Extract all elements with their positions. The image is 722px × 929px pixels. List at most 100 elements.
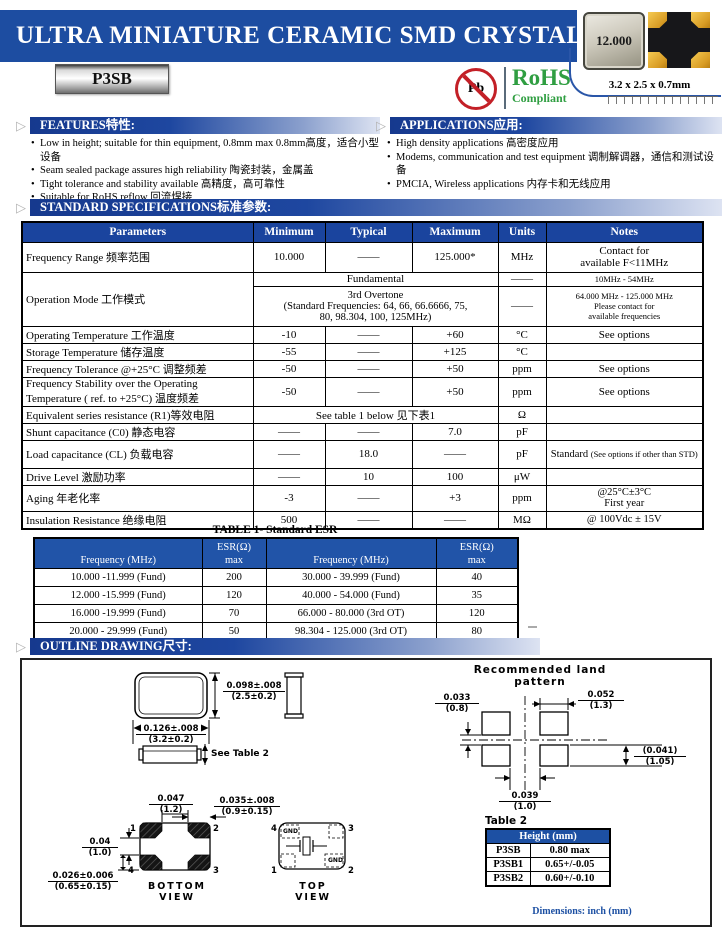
pb-free-icon: Pb xyxy=(455,68,497,110)
land-pattern-drawing xyxy=(460,696,662,790)
spec-max: 125.000* xyxy=(411,241,499,273)
spec-max: 7.0 xyxy=(411,422,499,441)
col-header: ESR(Ω) max xyxy=(435,537,519,569)
pin-number: 1 xyxy=(271,866,277,876)
crystal-top-photo: 12.000 xyxy=(583,12,645,70)
spec-min: -10 xyxy=(252,325,326,344)
notes-small: (See options if other than STD) xyxy=(590,448,698,459)
esr-cell: 200 xyxy=(201,567,267,587)
col-header: Frequency (MHz) xyxy=(33,537,203,569)
table-row: Equivalent series resistance (R1)等效电阻 Se… xyxy=(21,405,704,424)
table-header-row: Frequency (MHz) ESR(Ω) max Frequency (MH… xyxy=(33,537,519,569)
height-cell: 0.80 max xyxy=(529,843,611,858)
spec-units: —— xyxy=(497,271,547,287)
crystal-pad xyxy=(648,52,667,68)
height-cell: P3SB xyxy=(485,843,531,858)
spec-min: —— xyxy=(252,422,326,441)
notes-main: Standard xyxy=(550,448,591,460)
crystal-pad xyxy=(648,12,667,28)
table-row: Load capacitance (CL) 负载电容 —— 18.0 —— pF… xyxy=(21,439,704,469)
spec-units: pF xyxy=(497,439,547,469)
spec-param: Aging 年老化率 xyxy=(21,484,254,512)
spec-units: °C xyxy=(497,325,547,344)
table-row: Insulation Resistance 绝缘电阻 500 —— —— MΩ … xyxy=(21,510,704,529)
spec-notes xyxy=(545,342,704,361)
spec-units: ppm xyxy=(497,359,547,378)
esr-cell: 35 xyxy=(435,585,519,605)
col-header: Notes xyxy=(545,221,704,243)
spec-units: MHz xyxy=(497,241,547,273)
col-header: Typical xyxy=(324,221,413,243)
col-header: Maximum xyxy=(411,221,499,243)
spec-min: -50 xyxy=(252,376,326,407)
pin-number: 4 xyxy=(271,824,277,834)
spec-max: +50 xyxy=(411,359,499,378)
spec-max: +60 xyxy=(411,325,499,344)
pin-number: 3 xyxy=(213,866,219,876)
spec-min: 10.000 xyxy=(252,241,326,273)
gnd-label: GND xyxy=(328,857,343,864)
spec-max: +3 xyxy=(411,484,499,512)
height-cell: P3SB1 xyxy=(485,857,531,872)
height-table: Height (mm) P3SB 0.80 max P3SB1 0.65+/-0… xyxy=(485,828,611,887)
features-header: FEATURES特性: xyxy=(30,117,380,134)
esr-cell: 40.000 - 54.000 (Fund) xyxy=(265,585,437,605)
top-view-label: TOP VIEW xyxy=(295,881,331,903)
package-front-view-drawing xyxy=(138,744,208,765)
rohs-compliant-label: Compliant xyxy=(512,91,567,105)
dim-lp-pad-height: 0.033 (0.8) xyxy=(435,693,479,714)
package-side-view-drawing xyxy=(284,672,304,719)
spec-param: Operation Mode 工作模式 xyxy=(21,271,254,327)
title-bar: ULTRA MINIATURE CERAMIC SMD CRYSTAL xyxy=(0,10,583,62)
ruler-ticks xyxy=(608,96,718,104)
rohs-logo: Pb RoHS Compliant xyxy=(453,66,578,112)
col-header: Height (mm) xyxy=(485,828,611,844)
spec-typ: —— xyxy=(324,325,413,344)
dim-bv-gap: 0.04 (1.0) xyxy=(82,837,118,858)
package-size-label: 3.2 x 2.5 x 0.7mm xyxy=(608,79,691,91)
spec-max: —— xyxy=(411,439,499,469)
features-list: Low in height; suitable for thin equipme… xyxy=(30,137,382,205)
dim-lp-pad-width: 0.052 (1.3) xyxy=(578,690,624,711)
spec-param: Operating Temperature 工作温度 xyxy=(21,325,254,344)
application-item: High density applications 高密度应用 xyxy=(386,137,722,151)
dimensions-note: Dimensions: inch (mm) xyxy=(532,906,632,917)
specifications-header: STANDARD SPECIFICATIONS标准参数: xyxy=(30,199,722,216)
triangle-bullet-icon: ▷ xyxy=(376,118,386,133)
table-row: Operation Mode 工作模式 Fundamental —— 10MHz… xyxy=(21,271,704,327)
page-title: ULTRA MINIATURE CERAMIC SMD CRYSTAL xyxy=(16,22,584,49)
table-row: Storage Temperature 储存温度 -55 —— +125 °C xyxy=(21,342,704,361)
pin-number: 2 xyxy=(213,824,219,834)
rohs-word: RoHS xyxy=(512,65,571,90)
spec-max: —— xyxy=(411,510,499,529)
spec-units: pF xyxy=(497,422,547,441)
dim-bv-pad-height: 0.026±0.006 (0.65±0.15) xyxy=(48,871,118,892)
spec-units: ppm xyxy=(497,376,547,407)
col-header: Parameters xyxy=(21,221,254,243)
spec-param: Drive Level 激励功率 xyxy=(21,467,254,486)
bottom-view-label: BOTTOM VIEW xyxy=(147,881,207,903)
esr-cell: 10.000 -11.999 (Fund) xyxy=(33,567,203,587)
table2-title: Table 2 xyxy=(485,815,528,827)
feature-item: Suitable for RoHS reflow 回流焊接 xyxy=(30,191,382,205)
table1-title: TABLE 1- Standard ESR xyxy=(212,524,338,536)
spec-param: Storage Temperature 储存温度 xyxy=(21,342,254,361)
table-row: Aging 年老化率 -3 —— +3 ppm @25°C±3°C First … xyxy=(21,484,704,512)
spec-typ: —— xyxy=(324,510,413,529)
application-item: Modems, communication and test equipment… xyxy=(386,151,722,178)
spec-param: Frequency Range 频率范围 xyxy=(21,241,254,273)
model-badge: P3SB xyxy=(55,64,169,94)
spec-notes xyxy=(545,422,704,441)
spec-typ: —— xyxy=(324,359,413,378)
table-row: 3rd Overtone (Standard Frequencies: 64, … xyxy=(22,285,704,327)
spec-value: 3rd Overtone (Standard Frequencies: 64, … xyxy=(252,285,499,327)
spec-param: Frequency Stability over the Operating T… xyxy=(21,376,254,407)
applications-list: High density applications 高密度应用 Modems, … xyxy=(386,137,722,191)
esr-table: Frequency (MHz) ESR(Ω) max Frequency (MH… xyxy=(33,537,519,642)
land-pattern-title: Recommended land pattern xyxy=(473,664,607,688)
crystal-marking: 12.000 xyxy=(596,33,632,48)
table-row: 20.000 - 29.999 (Fund) 50 98.304 - 125.0… xyxy=(33,621,519,641)
spec-notes: 10MHz - 54MHz xyxy=(545,271,704,287)
spec-notes: Standard (See options if other than STD) xyxy=(545,439,704,469)
spec-param: Insulation Resistance 绝缘电阻 xyxy=(21,510,254,529)
